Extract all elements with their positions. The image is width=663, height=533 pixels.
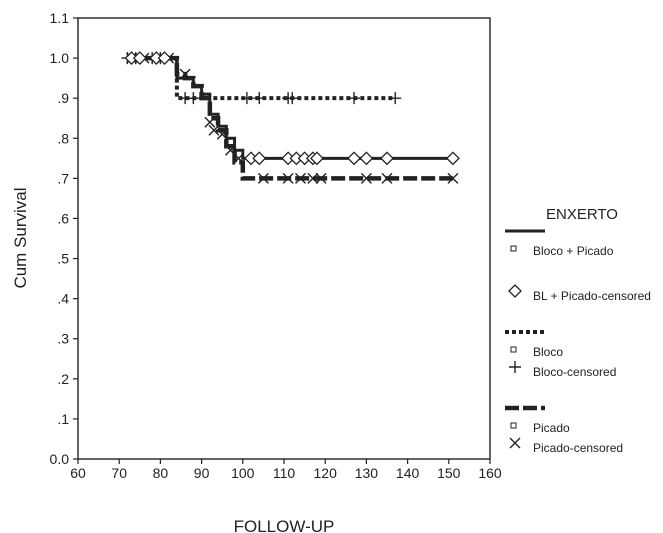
- censored-marker-picado: [447, 172, 459, 184]
- censored-marker-bloco-picado: [446, 151, 460, 166]
- legend-marker-swatch: [508, 284, 522, 298]
- x-tick-label: 110: [273, 465, 296, 481]
- legend-small-square: [510, 346, 517, 353]
- x-axis-title: FOLLOW-UP: [234, 517, 335, 533]
- y-tick-label: .7: [57, 170, 69, 186]
- x-tick-label: 90: [194, 465, 210, 481]
- y-tick-label: .4: [57, 291, 69, 307]
- y-tick-label: .6: [57, 210, 69, 226]
- y-tick-label: .1: [57, 411, 69, 427]
- censored-marker-bloco: [286, 92, 299, 105]
- survival-line-bloco-picado: [127, 56, 453, 160]
- censored-marker-picado: [315, 172, 327, 184]
- legend-entry-bloco-picado: Bloco + Picado: [505, 229, 614, 258]
- y-tick-label: .8: [57, 130, 69, 146]
- y-tick-label: 1.0: [50, 50, 70, 66]
- censored-marker-bloco: [187, 92, 200, 105]
- x-tick-label: 100: [231, 465, 255, 481]
- legend-title: ENXERTO: [546, 206, 618, 223]
- censored-marker-picado: [307, 172, 319, 184]
- legend-marker-swatch: [509, 437, 521, 449]
- y-tick-label: .5: [57, 251, 69, 267]
- x-tick-label: 160: [478, 465, 502, 481]
- y-tick-label: 0.0: [50, 451, 70, 467]
- censored-marker-bloco-picado: [252, 151, 267, 166]
- censored-marker-picado: [204, 116, 216, 128]
- censored-marker-bloco-picado: [157, 51, 172, 66]
- censored-marker-bloco-picado: [132, 51, 147, 66]
- legend-entry-picado: Picado: [505, 405, 570, 435]
- legend-entry-bloco-censored: Bloco-censored: [509, 361, 616, 379]
- y-tick-label: .2: [57, 371, 69, 387]
- x-tick-label: 70: [111, 465, 127, 481]
- legend-label: Bloco: [533, 345, 563, 359]
- y-tick-label: 1.1: [50, 10, 70, 26]
- legend: ENXERTO Bloco + Picado BL + Picado-censor…: [505, 206, 651, 455]
- x-axis: 60 70 80 90 100 110 120 130 140 150 160: [70, 459, 502, 481]
- plot-frame: [77, 17, 491, 460]
- series-layer: [121, 51, 460, 184]
- censored-marker-picado: [294, 172, 306, 184]
- legend-label: Bloco-censored: [533, 365, 616, 379]
- y-tick-label: .3: [57, 331, 69, 347]
- y-axis: 0.0 .1 .2 .3 .4 .5 .6 .7 .8 .9 1.0 1.1: [50, 10, 78, 467]
- legend-entry-picado-censored: Picado-censored: [509, 437, 623, 455]
- legend-marker-swatch: [509, 361, 521, 373]
- censored-marker-bloco: [240, 92, 253, 105]
- censored-marker-bloco-picado: [380, 151, 394, 166]
- legend-label: Picado: [533, 421, 570, 435]
- censored-marker-bloco: [253, 92, 266, 105]
- legend-small-square: [510, 422, 517, 429]
- x-tick-label: 80: [153, 465, 169, 481]
- x-tick-label: 120: [314, 465, 338, 481]
- x-tick-label: 130: [355, 465, 379, 481]
- legend-small-square: [510, 245, 517, 252]
- survival-line-bloco: [127, 56, 396, 101]
- y-tick-label: .9: [57, 90, 69, 106]
- legend-label: BL + Picado-censored: [533, 289, 651, 303]
- x-tick-label: 60: [70, 465, 86, 481]
- legend-label: Bloco + Picado: [533, 244, 614, 258]
- censored-marker-picado: [360, 172, 372, 184]
- censored-marker-bloco-picado: [359, 151, 374, 166]
- censored-marker-bloco-picado: [347, 151, 361, 166]
- censored-marker-picado: [282, 172, 294, 184]
- legend-label: Picado-censored: [533, 441, 623, 455]
- legend-entry-bl-picado-censored: BL + Picado-censored: [508, 284, 651, 303]
- censored-marker-picado: [257, 172, 269, 184]
- censored-marker-picado: [381, 172, 393, 184]
- censored-marker-bloco: [348, 92, 361, 105]
- x-tick-label: 150: [437, 465, 461, 481]
- censored-marker-bloco-picado: [310, 151, 324, 166]
- legend-entry-bloco: Bloco: [505, 330, 563, 359]
- censored-marker-bloco: [389, 92, 402, 105]
- series-bloco-picado: [124, 51, 460, 166]
- x-tick-label: 140: [396, 465, 420, 481]
- y-axis-title: Cum Survival: [11, 187, 30, 288]
